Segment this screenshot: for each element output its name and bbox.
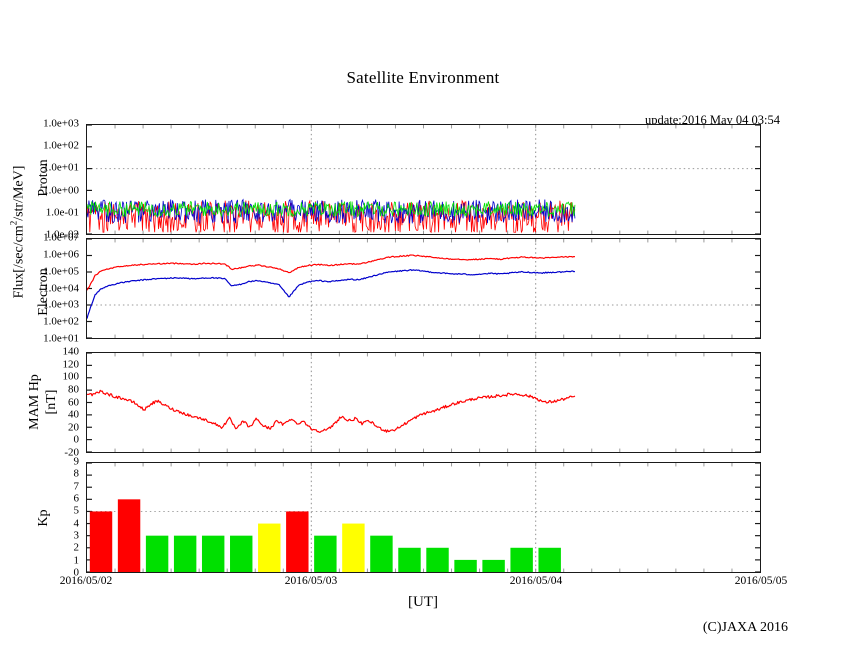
copyright-text: (C)JAXA 2016 bbox=[702, 620, 788, 635]
kp-ytick-0: 9 bbox=[73, 455, 80, 468]
kp-bar bbox=[230, 535, 253, 572]
kp-bar bbox=[342, 523, 365, 572]
kp-ytick-2: 7 bbox=[73, 480, 80, 493]
proton-ytick-1: 1.0e+02 bbox=[43, 139, 79, 152]
kp-bar bbox=[538, 547, 561, 572]
kp-bar bbox=[201, 535, 225, 572]
kp-bar bbox=[286, 511, 309, 572]
kp-bar bbox=[314, 535, 337, 572]
proton-ytick-0: 1.0e+03 bbox=[43, 117, 79, 130]
proton-ytick-3: 1.0e+00 bbox=[43, 184, 79, 197]
kp-bar bbox=[482, 559, 505, 572]
update-timestamp: update:2016 May 04 03:54 bbox=[644, 113, 780, 127]
kp-ytick-8: 1 bbox=[73, 554, 80, 567]
mam-ytick-1: 120 bbox=[62, 358, 80, 371]
x-tick-2: 2016/05/04 bbox=[509, 575, 563, 587]
mam-ytick-5: 40 bbox=[68, 408, 79, 421]
kp-bar bbox=[117, 499, 141, 572]
proton-plot bbox=[87, 125, 760, 234]
x-axis-label: [UT] bbox=[408, 594, 438, 610]
kp-bar bbox=[454, 559, 477, 572]
proton-ytick-2: 1.0e+01 bbox=[43, 161, 79, 174]
electron-ytick-3: 1.0e+04 bbox=[43, 282, 79, 294]
mam-ytick-2: 100 bbox=[62, 370, 80, 383]
kp-plot bbox=[87, 463, 760, 572]
electron-ytick-1: 1.0e+06 bbox=[43, 248, 79, 261]
mam-ytick-0: 140 bbox=[62, 345, 80, 358]
kp-ytick-1: 8 bbox=[73, 467, 80, 480]
electron-ytick-4: 1.0e+03 bbox=[43, 298, 79, 311]
kp-bar bbox=[145, 535, 169, 572]
kp-bar bbox=[398, 547, 421, 572]
electron-ytick-0: 1.0e+07 bbox=[43, 231, 79, 244]
mam-ytick-6: 20 bbox=[68, 421, 79, 434]
electron-ytick-6: 1.0e+01 bbox=[43, 332, 79, 345]
x-tick-1: 2016/05/03 bbox=[284, 575, 338, 587]
mam-ytick-4: 60 bbox=[68, 396, 79, 408]
mam-panel bbox=[86, 352, 761, 453]
mam-ytick-8: -20 bbox=[64, 446, 79, 459]
electron-panel bbox=[86, 238, 761, 339]
x-tick-0: 2016/05/02 bbox=[59, 575, 113, 587]
flux-axis-label-exponent: 2 bbox=[8, 220, 19, 226]
kp-bar bbox=[258, 523, 281, 572]
proton-panel bbox=[86, 124, 761, 235]
kp-bar bbox=[426, 547, 449, 572]
kp-panel bbox=[86, 462, 761, 573]
kp-bar bbox=[89, 511, 113, 572]
kp-ytick-9: 0 bbox=[73, 566, 80, 579]
kp-bar bbox=[510, 547, 533, 572]
kp-bar bbox=[173, 535, 197, 572]
kp-ytick-4: 5 bbox=[73, 504, 80, 517]
kp-ytick-7: 2 bbox=[73, 541, 80, 554]
kp-ytick-3: 6 bbox=[73, 492, 80, 505]
electron-plot bbox=[87, 239, 760, 338]
mam-ytick-3: 80 bbox=[68, 383, 79, 396]
proton-ytick-4: 1.0e-01 bbox=[45, 206, 79, 219]
electron-ytick-5: 1.0e+02 bbox=[43, 315, 79, 328]
kp-ytick-6: 3 bbox=[73, 529, 80, 542]
mam-ytick-7: 0 bbox=[73, 433, 80, 446]
mam-plot bbox=[87, 353, 760, 452]
page-title: Satellite Environment bbox=[346, 68, 500, 87]
kp-ytick-5: 4 bbox=[73, 517, 80, 530]
proton-ytick-5: 1.0e-02 bbox=[45, 228, 79, 241]
kp-bar bbox=[370, 535, 393, 572]
x-tick-3: 2016/05/05 bbox=[734, 575, 788, 587]
electron-ytick-2: 1.0e+05 bbox=[43, 265, 79, 278]
